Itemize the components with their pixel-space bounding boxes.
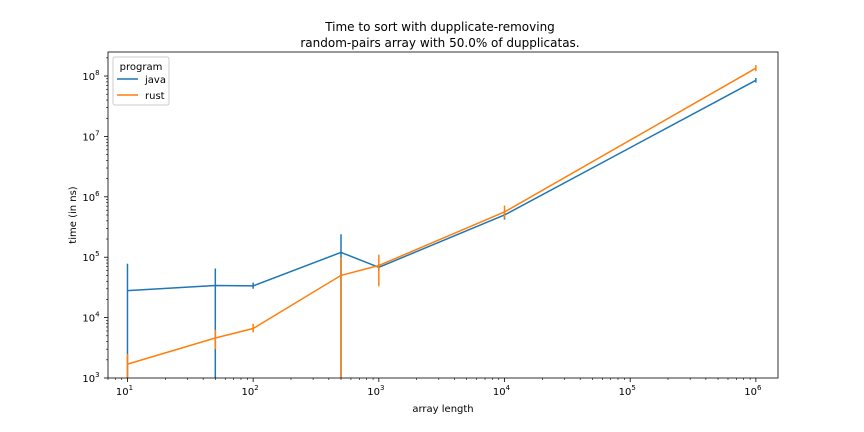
y-tick-label-3: 106 <box>82 190 100 204</box>
legend-label-rust: rust <box>145 91 165 102</box>
chart-title-line2: random-pairs array with 50.0% of dupplic… <box>300 36 579 50</box>
series-layer <box>126 65 757 378</box>
series-line-java <box>127 79 757 292</box>
y-tick-label-4: 107 <box>82 129 99 143</box>
x-tick-label-0: 101 <box>116 384 133 398</box>
y-tick-label-5: 108 <box>82 69 99 83</box>
legend-box <box>112 56 170 106</box>
x-tick-label-3: 104 <box>493 384 511 398</box>
series-line-rust <box>127 67 757 365</box>
x-tick-label-2: 103 <box>367 384 384 398</box>
y-axis-label: time (in ns) <box>68 186 79 244</box>
x-tick-label-5: 106 <box>744 384 762 398</box>
y-tick-label-1: 104 <box>82 311 100 325</box>
x-axis-label: array length <box>412 404 473 415</box>
chart-title-line1: Time to sort with dupplicate-removing <box>324 20 555 34</box>
plot-frame <box>107 51 779 379</box>
legend-label-java: java <box>144 75 166 86</box>
y-tick-label-0: 103 <box>82 371 99 385</box>
x-tick-label-1: 102 <box>242 384 259 398</box>
legend-title: program <box>120 62 163 73</box>
y-tick-label-2: 105 <box>82 250 99 264</box>
legend: program java rust <box>112 56 170 106</box>
x-tick-label-4: 105 <box>619 384 636 398</box>
